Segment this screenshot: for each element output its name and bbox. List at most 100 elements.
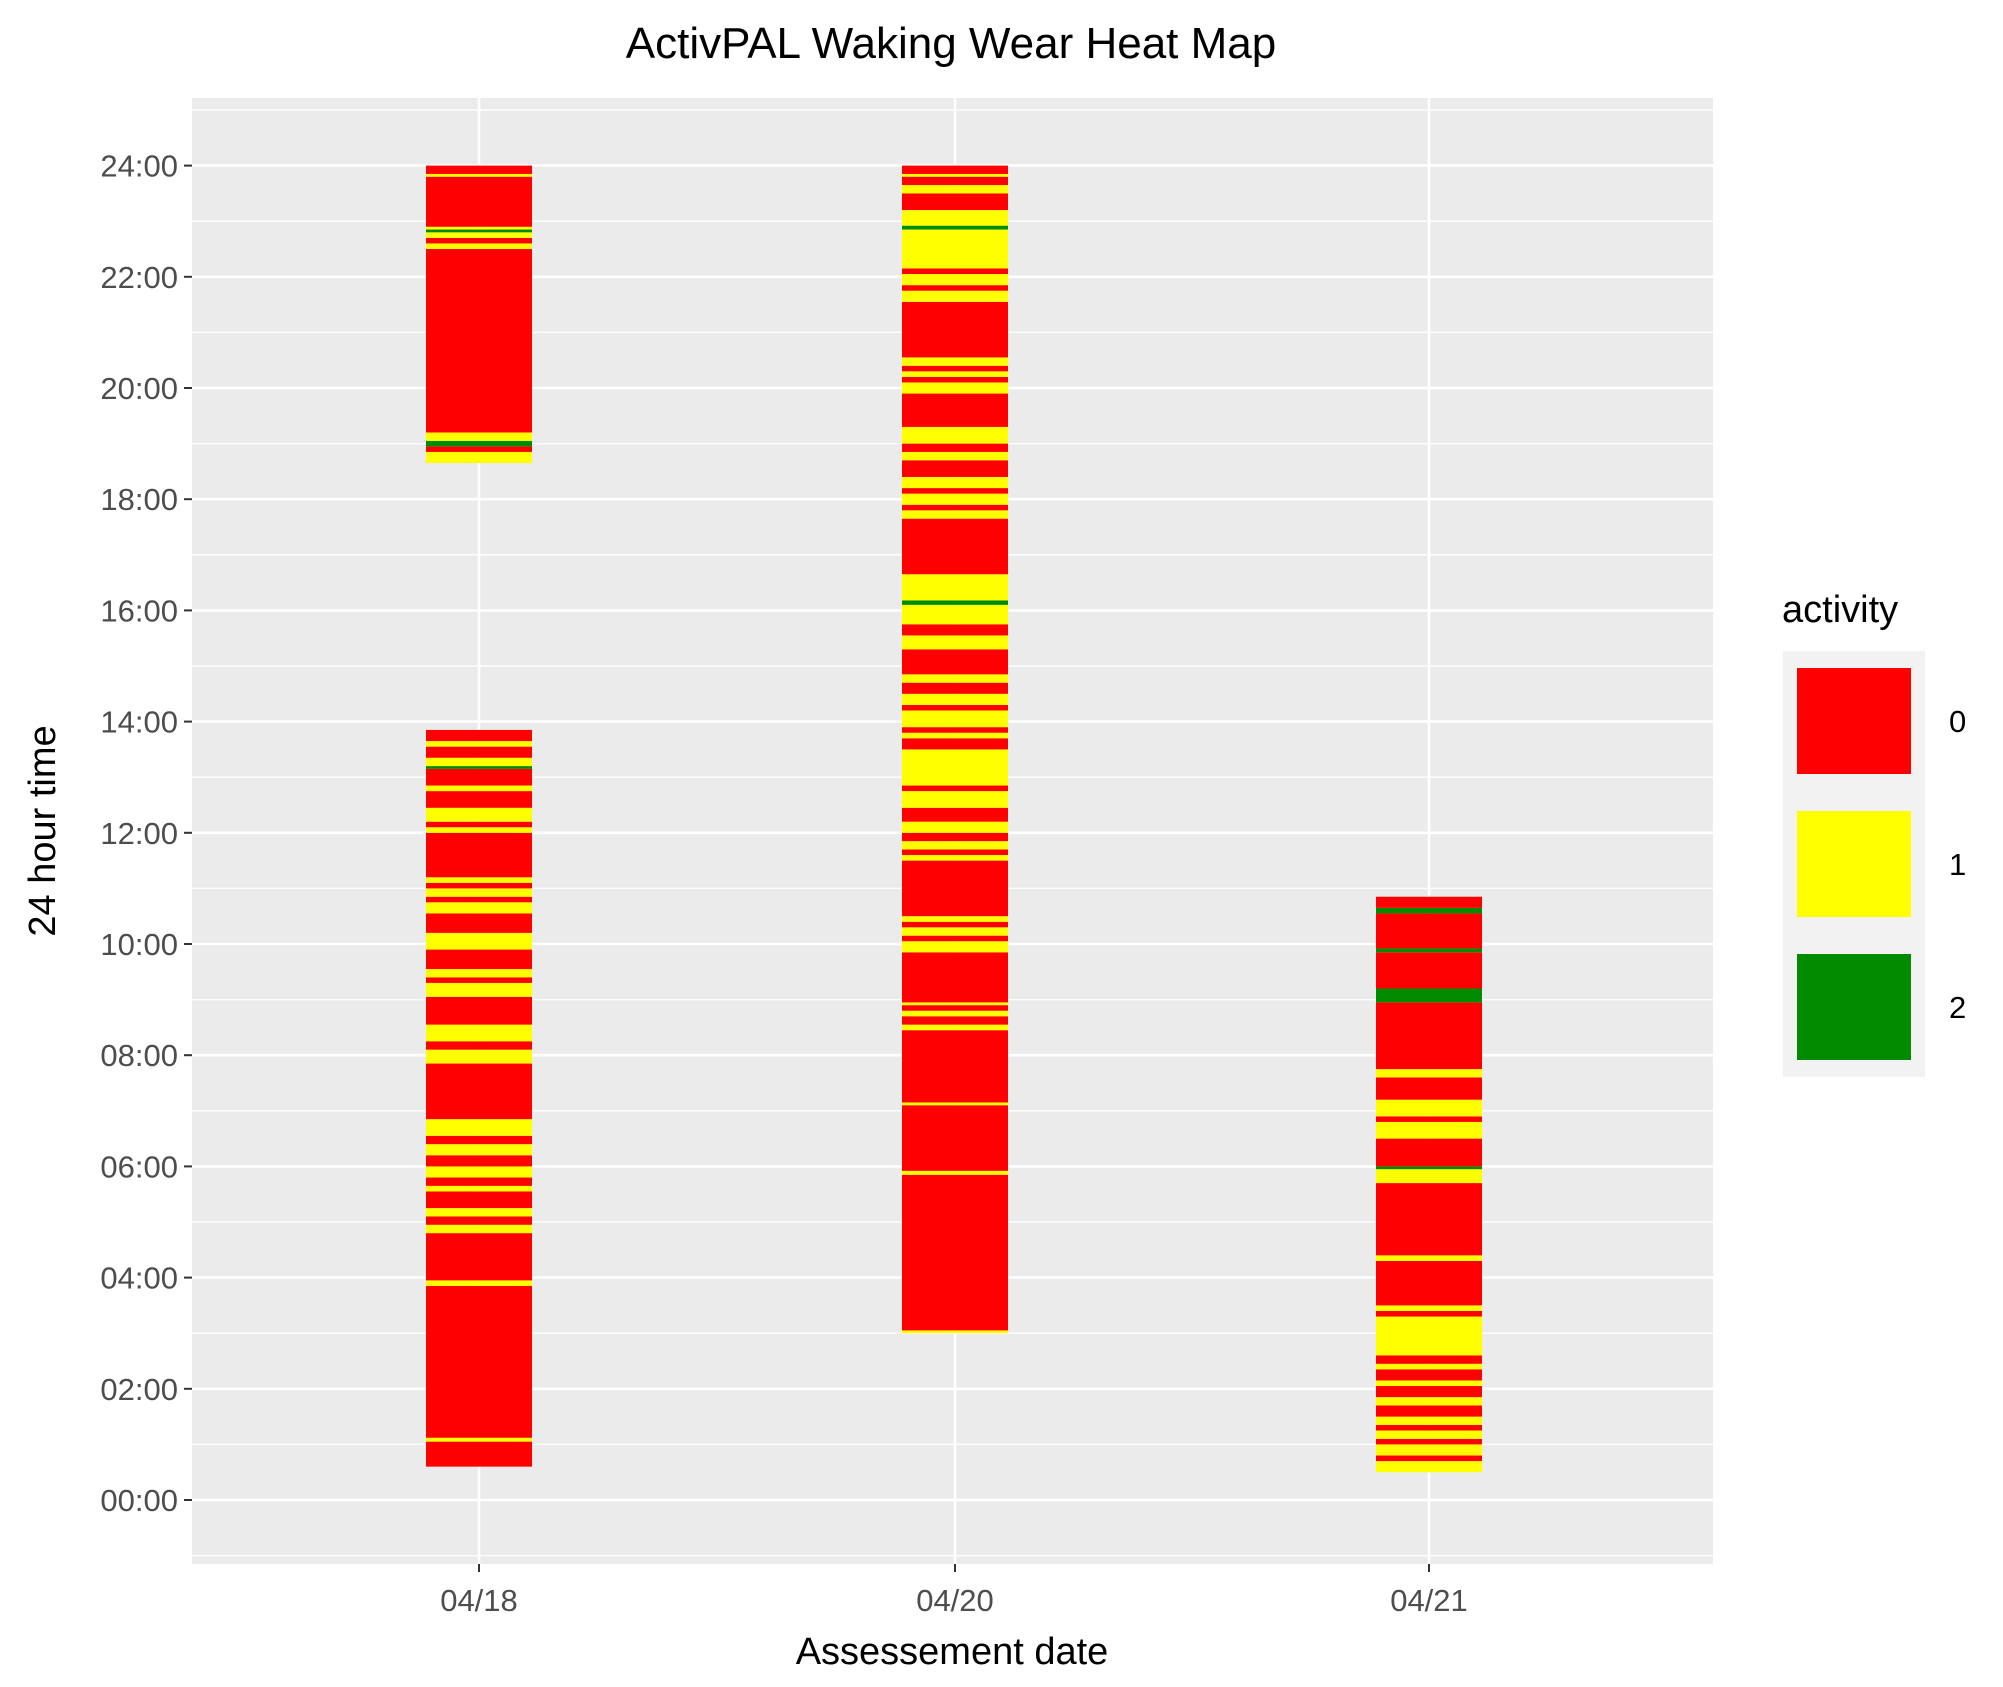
heatmap-tile [902, 600, 1008, 605]
heatmap-tile [1376, 988, 1482, 1003]
heatmap-tile [426, 882, 532, 889]
heatmap-tile [1376, 1461, 1482, 1473]
heatmap-tile [1376, 1166, 1482, 1170]
heatmap-tile [902, 510, 1008, 519]
heatmap-tile [902, 738, 1008, 750]
heatmap-tile [902, 193, 1008, 211]
legend-label: 0 [1949, 704, 1966, 739]
heatmap-tile [1376, 913, 1482, 949]
heatmap-tile [902, 624, 1008, 636]
heatmap-tile [902, 460, 1008, 477]
y-axis: 00:00 02:00 04:00 06:00 08:00 10:00 12:00 14:00… [100, 149, 192, 1518]
heatmap-tile [1376, 1305, 1482, 1311]
heatmap-tile [426, 741, 532, 747]
heatmap-tile [902, 855, 1008, 861]
legend-label: 2 [1949, 990, 1966, 1025]
y-tick-label: 24:00 [100, 149, 178, 184]
y-tick-label: 02:00 [100, 1372, 178, 1407]
y-tick-label: 16:00 [100, 593, 178, 628]
heatmap-tile [426, 785, 532, 792]
legend: activity 0 1 2 [1782, 589, 1966, 1077]
heatmap-tile [426, 996, 532, 1025]
heatmap-tile [1376, 1438, 1482, 1445]
heatmap-tile [1376, 1310, 1482, 1317]
legend-label: 1 [1949, 847, 1966, 882]
chart-title: ActivPAL Waking Wear Heat Map [626, 19, 1276, 68]
heatmap-tile [902, 504, 1008, 511]
heatmap-tile [1376, 1424, 1482, 1431]
heatmap-tile [902, 1005, 1008, 1011]
heatmap-tile [426, 969, 532, 978]
x-axis: 04/18 04/20 04/21 [440, 1564, 1468, 1618]
heatmap-tile [902, 649, 1008, 675]
heatmap-tile [902, 935, 1008, 942]
heatmap-tile [426, 888, 532, 897]
y-tick-label: 04:00 [100, 1261, 178, 1296]
y-tick-label: 18:00 [100, 482, 178, 517]
heatmap-tile [902, 290, 1008, 302]
heatmap-tile [902, 732, 1008, 739]
heatmap-tile [902, 301, 1008, 358]
heatmap-tile [426, 1155, 532, 1167]
heatmap-tile [1376, 952, 1482, 989]
heatmap-tile [1376, 907, 1482, 914]
heatmap-tile [902, 682, 1008, 694]
heatmap-tile [902, 225, 1008, 230]
heatmap-tile [426, 932, 532, 950]
heatmap-tile [902, 807, 1008, 822]
heatmap-tile [902, 426, 1008, 444]
heatmap-tiles [426, 165, 1482, 1473]
heatmap-tile [902, 173, 1008, 177]
heatmap-tile [426, 446, 532, 452]
heatmap-tile [902, 185, 1008, 194]
heatmap-tile [426, 729, 532, 742]
heatmap-tile [1376, 1455, 1482, 1462]
heatmap-tile [426, 949, 532, 970]
heatmap-tile [426, 1280, 532, 1286]
heatmap-tile [426, 1166, 532, 1178]
heatmap-tile [426, 243, 532, 249]
heatmap-tile [426, 1441, 532, 1467]
heatmap-tile [426, 1185, 532, 1192]
heatmap-tile [426, 1024, 532, 1042]
heatmap-tile [426, 913, 532, 933]
y-tick-label: 10:00 [100, 927, 178, 962]
heatmap-tile [426, 176, 532, 227]
heatmap-tile [426, 1049, 532, 1064]
heatmap-tile [426, 896, 532, 903]
heatmap-tile [426, 827, 532, 833]
heatmap-tile [426, 902, 532, 914]
heatmap-tile [426, 982, 532, 997]
heatmap-tile [426, 1041, 532, 1050]
heatmap-tile [426, 237, 532, 244]
heatmap-tile [902, 1002, 1008, 1006]
heatmap-tile [426, 173, 532, 177]
heatmap-tile [426, 832, 532, 878]
heatmap-tile [1376, 896, 1482, 908]
heatmap-tile [902, 488, 1008, 494]
heatmap-tile [902, 393, 1008, 427]
heatmap-tile [426, 451, 532, 464]
y-tick-label: 00:00 [100, 1483, 178, 1518]
y-tick-label: 08:00 [100, 1038, 178, 1073]
heatmap-tile [902, 176, 1008, 186]
heatmap-tile [1376, 1369, 1482, 1381]
heatmap-tile [902, 693, 1008, 705]
heatmap-tile [902, 574, 1008, 601]
heatmap-tile [426, 1119, 532, 1136]
x-tick-label: 04/21 [1390, 1583, 1468, 1618]
x-axis-title: Assessement date [796, 1631, 1109, 1673]
heatmap-tile [902, 849, 1008, 856]
legend-title: activity [1782, 589, 1898, 631]
heatmap-tile [902, 443, 1008, 452]
heatmap-tile [902, 704, 1008, 711]
heatmap-tile [1376, 1138, 1482, 1167]
heatmap-tile [902, 927, 1008, 936]
heatmap-tile [902, 165, 1008, 174]
heatmap-tile [902, 268, 1008, 275]
heatmap-tile [902, 952, 1008, 1003]
heatmap-tile [426, 232, 532, 238]
y-tick-label: 20:00 [100, 371, 178, 406]
heatmap-tile [902, 1170, 1008, 1175]
heatmap-tile [1376, 1355, 1482, 1364]
